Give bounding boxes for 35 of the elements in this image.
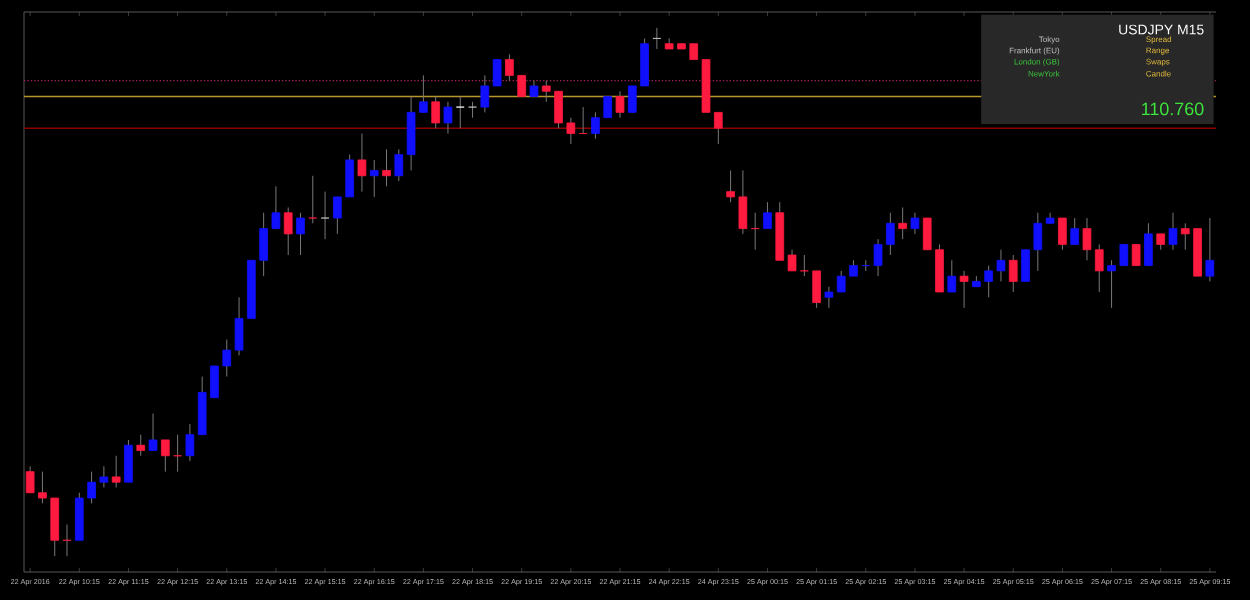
candlestick xyxy=(394,148,404,182)
candlestick xyxy=(910,212,920,235)
candlestick xyxy=(111,455,121,488)
candlestick xyxy=(160,439,170,473)
candlestick xyxy=(308,175,318,224)
candlestick xyxy=(1008,254,1018,293)
candlestick xyxy=(369,159,379,198)
candlestick xyxy=(455,96,465,129)
annotation: 110.760 xyxy=(1142,102,1204,116)
candlestick xyxy=(296,212,305,256)
candlestick xyxy=(763,201,772,230)
candlestick xyxy=(136,434,146,457)
candlestick xyxy=(320,191,330,240)
candlestick xyxy=(1070,217,1080,245)
candlestick xyxy=(615,90,625,119)
candlestick xyxy=(283,206,293,256)
candlestick xyxy=(492,59,502,87)
candlestick xyxy=(1058,217,1067,251)
candlestick xyxy=(898,206,907,240)
candlestick xyxy=(947,259,957,293)
candlestick xyxy=(1144,222,1153,267)
candlestick xyxy=(431,96,440,129)
candlestick xyxy=(148,413,158,451)
candlestick xyxy=(185,423,195,462)
candlestick xyxy=(124,439,133,483)
candlestick xyxy=(812,270,821,309)
candlestick xyxy=(1168,212,1178,251)
candlestick xyxy=(480,74,490,113)
candlestick xyxy=(357,133,367,193)
candlestick xyxy=(1131,244,1141,266)
candlestick xyxy=(382,148,391,187)
candlestick xyxy=(1205,217,1215,282)
candlestick xyxy=(443,101,453,135)
candlestick xyxy=(959,270,969,309)
candlestick xyxy=(824,286,834,309)
